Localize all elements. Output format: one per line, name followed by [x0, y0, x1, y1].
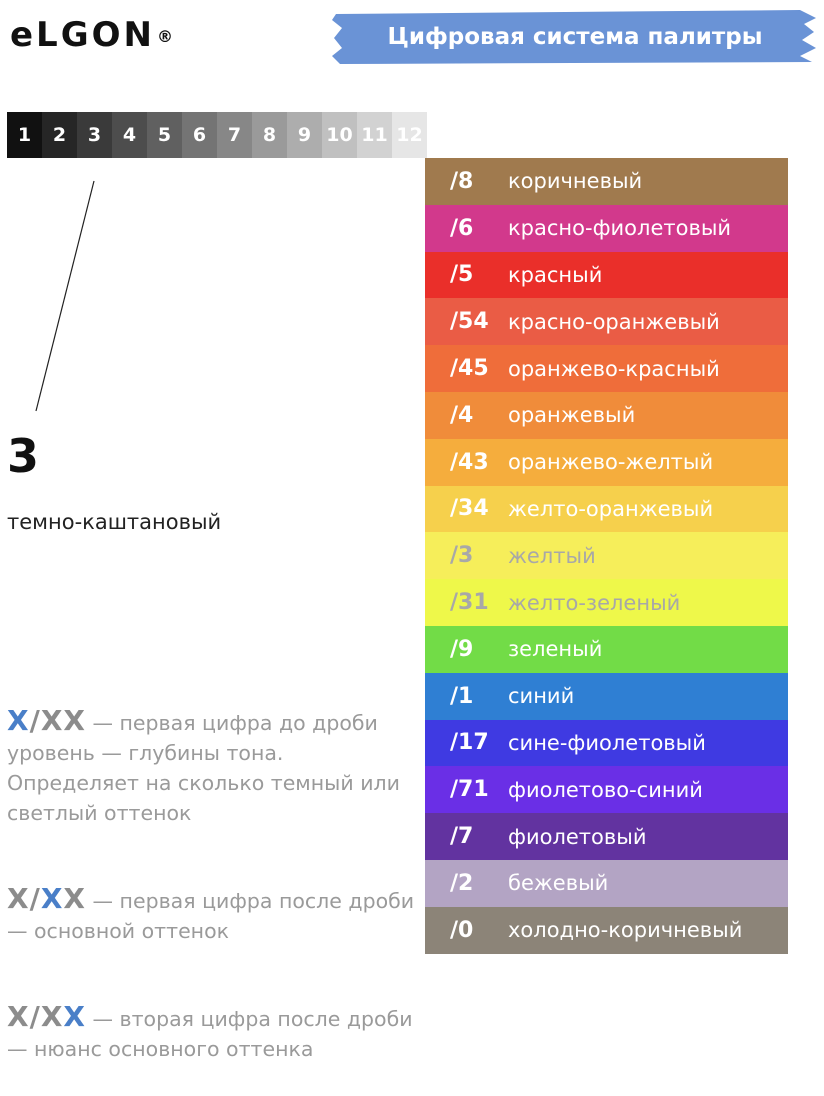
palette-name: коричневый [508, 169, 643, 194]
palette-row: /0 холодно-коричневый [425, 906, 788, 954]
page-title: Цифровая система палитры [387, 24, 763, 50]
explanation-level: X/XX — первая цифра до дроби уровень — г… [7, 706, 417, 828]
palette-row: /4 оранжевый [425, 391, 788, 439]
palette-name: красно-фиолетовый [508, 216, 732, 241]
palette-code: /9 [450, 636, 474, 662]
palette-name: холодно-коричневый [508, 918, 743, 943]
palette-code: /8 [450, 168, 474, 194]
palette-row: /45 оранжево-красный [425, 345, 788, 392]
explanation-text: — вторая цифра после дроби — нюанс основ… [7, 1007, 413, 1061]
palette-code: /4 [450, 402, 474, 428]
palette-name: фиолетовый [508, 824, 647, 849]
palette-row: /54 красно-оранжевый [425, 298, 788, 346]
palette-row: /71 фиолетово-синий [425, 766, 788, 814]
level-cell-6: 6 [182, 112, 217, 158]
level-cell-2: 2 [42, 112, 77, 158]
palette-name: желто-зеленый [508, 590, 681, 615]
format-notation: X/XX [7, 882, 86, 915]
palette-code: /3 [450, 543, 474, 569]
palette-row: /43 оранжево-желтый [425, 438, 788, 486]
format-prefix: X/ [7, 882, 41, 915]
level-cell-8: 8 [252, 112, 287, 158]
palette-code: /7 [450, 824, 474, 850]
palette-row: /3 желтый [425, 532, 788, 580]
palette-code: /71 [450, 777, 489, 803]
logo-text: eLGON [10, 15, 155, 55]
elgon-logo: eLGON ® [10, 16, 173, 54]
palette-name: оранжево-красный [508, 356, 720, 381]
palette-code: /45 [450, 356, 489, 382]
palette-code: /1 [450, 683, 474, 709]
format-highlight: X [63, 1000, 86, 1033]
palette-name: бежевый [508, 871, 609, 896]
palette-row: /7 фиолетовый [425, 813, 788, 860]
explanation-text: — первая цифра до дроби уровень — глубин… [7, 711, 400, 825]
level-cell-3: 3 [77, 112, 112, 158]
palette-row: /1 синий [425, 672, 788, 720]
palette-name: сине-фиолетовый [508, 730, 706, 755]
format-highlight: X [7, 704, 30, 737]
palette-row: /2 бежевый [425, 859, 788, 907]
selected-level-name: темно-каштановый [7, 510, 222, 534]
palette-code: /2 [450, 870, 474, 896]
palette-code: /31 [450, 590, 489, 616]
brush-stroke-background [332, 10, 816, 64]
level-cell-5: 5 [147, 112, 182, 158]
palette-name: оранжевый [508, 403, 636, 428]
palette-name: красный [508, 262, 603, 287]
palette-name: фиолетово-синий [508, 777, 703, 802]
title-banner: Цифровая система палитры [330, 8, 818, 66]
palette-name: оранжево-желтый [508, 450, 714, 475]
palette-row: /17 сине-фиолетовый [425, 719, 788, 767]
shade-palette-list: /8 коричневый/6 красно-фиолетовый/5 красный… [425, 158, 788, 954]
explanation-nuance: X/XX — вторая цифра после дроби — нюанс … [7, 1002, 417, 1064]
palette-code: /0 [450, 917, 474, 943]
palette-code: /43 [450, 449, 489, 475]
palette-row: /8 коричневый [425, 158, 788, 205]
palette-name: красно-оранжевый [508, 309, 720, 334]
format-suffix: /XX [29, 704, 86, 737]
selected-level-number: 3 [7, 429, 40, 483]
palette-code: /6 [450, 215, 474, 241]
palette-row: /31 желто-зеленый [425, 579, 788, 626]
palette-name: желтый [508, 543, 596, 568]
level-cell-7: 7 [217, 112, 252, 158]
palette-row: /34 желто-оранжевый [425, 485, 788, 533]
tone-level-scale: 1 2 3 4 5 6 7 8 9 10 11 12 [7, 112, 427, 158]
palette-row: /9 зеленый [425, 625, 788, 673]
palette-row: /5 красный [425, 251, 788, 299]
level-cell-4: 4 [112, 112, 147, 158]
level-cell-11: 11 [357, 112, 392, 158]
format-notation: X/XX [7, 1000, 86, 1033]
format-prefix: X/X [7, 1000, 64, 1033]
palette-code: /5 [450, 262, 474, 288]
palette-code: /34 [450, 496, 489, 522]
palette-code: /54 [450, 309, 489, 335]
explanation-main-shade: X/XX — первая цифра после дроби — основн… [7, 884, 417, 946]
level-cell-12: 12 [392, 112, 427, 158]
palette-row: /6 красно-фиолетовый [425, 204, 788, 252]
explanation-text: — первая цифра после дроби — основной от… [7, 889, 415, 943]
level-cell-1: 1 [7, 112, 42, 158]
format-notation: X/XX [7, 704, 86, 737]
format-suffix: X [63, 882, 87, 915]
palette-name: желто-оранжевый [508, 496, 714, 521]
level-cell-9: 9 [287, 112, 322, 158]
format-highlight: X [40, 882, 64, 915]
palette-name: синий [508, 684, 575, 709]
registered-mark: ® [157, 27, 173, 46]
palette-code: /17 [450, 730, 489, 756]
level-cell-10: 10 [322, 112, 357, 158]
palette-name: зеленый [508, 637, 603, 662]
